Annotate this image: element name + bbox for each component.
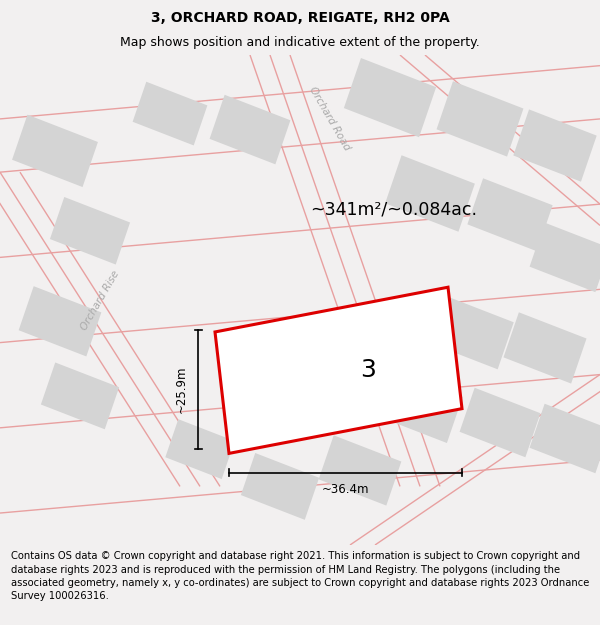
Polygon shape xyxy=(437,81,523,157)
Text: ~36.4m: ~36.4m xyxy=(322,483,369,496)
Polygon shape xyxy=(377,370,463,443)
Polygon shape xyxy=(50,197,130,264)
Polygon shape xyxy=(344,58,436,138)
Polygon shape xyxy=(41,362,119,429)
Text: 3: 3 xyxy=(361,358,376,382)
Polygon shape xyxy=(19,286,101,356)
Polygon shape xyxy=(12,114,98,187)
Polygon shape xyxy=(460,388,541,458)
Text: ~341m²/~0.084ac.: ~341m²/~0.084ac. xyxy=(310,201,477,219)
Text: Contains OS data © Crown copyright and database right 2021. This information is : Contains OS data © Crown copyright and d… xyxy=(11,551,589,601)
Polygon shape xyxy=(133,82,208,146)
Polygon shape xyxy=(215,288,462,453)
Polygon shape xyxy=(503,312,587,384)
Polygon shape xyxy=(467,178,553,251)
Polygon shape xyxy=(426,294,514,369)
Text: Orchard Road: Orchard Road xyxy=(308,85,352,152)
Text: Orchard Rise: Orchard Rise xyxy=(79,268,121,332)
Polygon shape xyxy=(530,404,600,473)
Polygon shape xyxy=(385,155,475,232)
Polygon shape xyxy=(166,419,235,479)
Text: 3, ORCHARD ROAD, REIGATE, RH2 0PA: 3, ORCHARD ROAD, REIGATE, RH2 0PA xyxy=(151,11,449,24)
Polygon shape xyxy=(319,435,401,506)
Text: ~25.9m: ~25.9m xyxy=(175,366,188,413)
Polygon shape xyxy=(241,453,319,520)
Text: Map shows position and indicative extent of the property.: Map shows position and indicative extent… xyxy=(120,36,480,49)
Polygon shape xyxy=(514,109,596,182)
Polygon shape xyxy=(530,222,600,292)
Polygon shape xyxy=(209,95,290,164)
